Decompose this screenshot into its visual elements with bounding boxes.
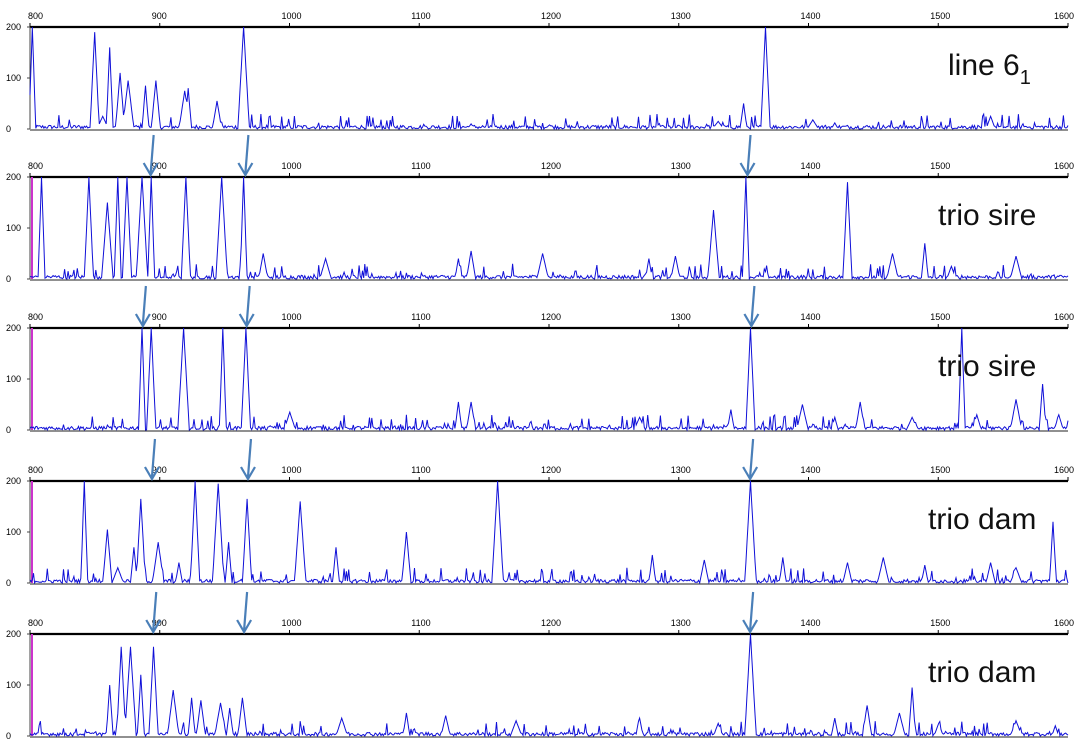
x-tick-label: 1200 <box>541 312 561 322</box>
peak-arrow <box>238 285 255 329</box>
x-tick-label: 1200 <box>541 465 561 475</box>
y-tick-label: 100 <box>6 527 21 537</box>
x-tick-label: 1100 <box>411 465 430 475</box>
x-tick-label: 900 <box>152 465 167 475</box>
x-tick-label: 1200 <box>541 161 561 171</box>
peak-arrow <box>144 438 160 482</box>
y-tick-label: 100 <box>6 680 21 690</box>
x-tick-label: 1500 <box>930 312 950 322</box>
x-tick-label: 1600 <box>1054 312 1074 322</box>
peak-arrow <box>240 438 256 482</box>
peak-arrow <box>142 134 159 178</box>
peak-arrow <box>236 591 253 635</box>
x-tick-label: 1300 <box>671 618 691 628</box>
panel-label: line 61 <box>948 49 1031 89</box>
x-tick-label: 1600 <box>1054 465 1074 475</box>
panel-label: trio sire <box>938 350 1036 383</box>
peak-arrow <box>739 134 756 178</box>
y-tick-label: 0 <box>6 731 11 741</box>
y-tick-label: 200 <box>6 172 21 182</box>
x-tick-label: 800 <box>28 312 43 322</box>
spectrum-panel: 800 900 1000 1100 1200 1300 1400 1500 1600 0 100 20… <box>6 438 1074 588</box>
y-tick-label: 200 <box>6 22 21 32</box>
peak-arrow <box>742 591 759 635</box>
spectrum-panel: 800 900 1000 1100 1200 1300 1400 1500 1600 0 100 20… <box>6 134 1074 284</box>
x-tick-label: 1300 <box>671 11 691 21</box>
x-tick-label: 1600 <box>1054 11 1074 21</box>
x-tick-label: 1300 <box>671 161 691 171</box>
x-tick-label: 1100 <box>411 312 430 322</box>
spectrum-trace <box>29 327 1069 432</box>
y-tick-label: 200 <box>6 476 21 486</box>
x-tick-label: 1500 <box>930 465 950 475</box>
spectrum-trace <box>29 26 1069 131</box>
x-tick-label: 1000 <box>282 11 302 21</box>
x-tick-label: 1300 <box>671 312 691 322</box>
peak-arrow <box>742 438 759 482</box>
x-tick-label: 1300 <box>671 465 691 475</box>
x-tick-label: 900 <box>152 11 167 21</box>
x-tick-label: 1000 <box>282 161 302 171</box>
spectrum-panel: 800 900 1000 1100 1200 1300 1400 1500 1600 0 100 20… <box>6 285 1074 435</box>
spectrum-trace <box>29 480 1069 585</box>
x-tick-label: 800 <box>28 618 43 628</box>
x-tick-label: 1400 <box>801 618 821 628</box>
spectrum-panel: 800 900 1000 1100 1200 1300 1400 1500 1600 0 100 20… <box>6 11 1074 134</box>
x-tick-label: 1100 <box>411 11 430 21</box>
peak-arrow <box>145 591 162 635</box>
y-tick-label: 200 <box>6 629 21 639</box>
x-tick-label: 800 <box>28 465 43 475</box>
y-tick-label: 0 <box>6 578 11 588</box>
panel-label: trio dam <box>928 503 1036 536</box>
x-tick-label: 1500 <box>930 618 950 628</box>
y-tick-label: 0 <box>6 425 11 435</box>
y-tick-label: 100 <box>6 223 21 233</box>
panel-label: trio dam <box>928 656 1036 689</box>
x-tick-label: 1000 <box>282 618 302 628</box>
x-tick-label: 800 <box>28 161 43 171</box>
spectrum-panel: 800 900 1000 1100 1200 1300 1400 1500 1600010020… <box>6 591 1074 741</box>
x-tick-label: 900 <box>152 312 167 322</box>
y-tick-label: 0 <box>6 124 11 134</box>
x-tick-label: 1100 <box>411 161 430 171</box>
x-tick-label: 1000 <box>282 465 302 475</box>
x-tick-label: 900 <box>152 161 167 171</box>
y-tick-label: 100 <box>6 374 21 384</box>
panel-label-subscript: 1 <box>1020 67 1031 89</box>
x-tick-label: 800 <box>28 11 43 21</box>
x-tick-label: 1000 <box>282 312 302 322</box>
x-tick-label: 1600 <box>1054 618 1074 628</box>
y-tick-label: 100 <box>6 73 21 83</box>
x-tick-label: 1400 <box>801 312 821 322</box>
x-tick-label: 1200 <box>541 618 561 628</box>
x-tick-label: 1400 <box>801 465 821 475</box>
x-tick-label: 1600 <box>1054 161 1074 171</box>
panel-label: trio sire <box>938 199 1036 232</box>
x-tick-label: 1500 <box>930 11 950 21</box>
x-tick-label: 1500 <box>930 161 950 171</box>
peak-arrow <box>134 285 151 329</box>
spectrum-trace <box>29 176 1069 281</box>
y-tick-label: 200 <box>6 323 21 333</box>
x-tick-label: 1100 <box>411 618 430 628</box>
x-tick-label: 1200 <box>541 11 561 21</box>
peak-arrow <box>237 134 254 178</box>
x-tick-label: 1400 <box>801 11 821 21</box>
x-tick-label: 1400 <box>801 161 821 171</box>
spectrum-trace <box>29 633 1069 738</box>
peak-arrow <box>743 285 760 329</box>
y-tick-label: 0 <box>6 274 11 284</box>
